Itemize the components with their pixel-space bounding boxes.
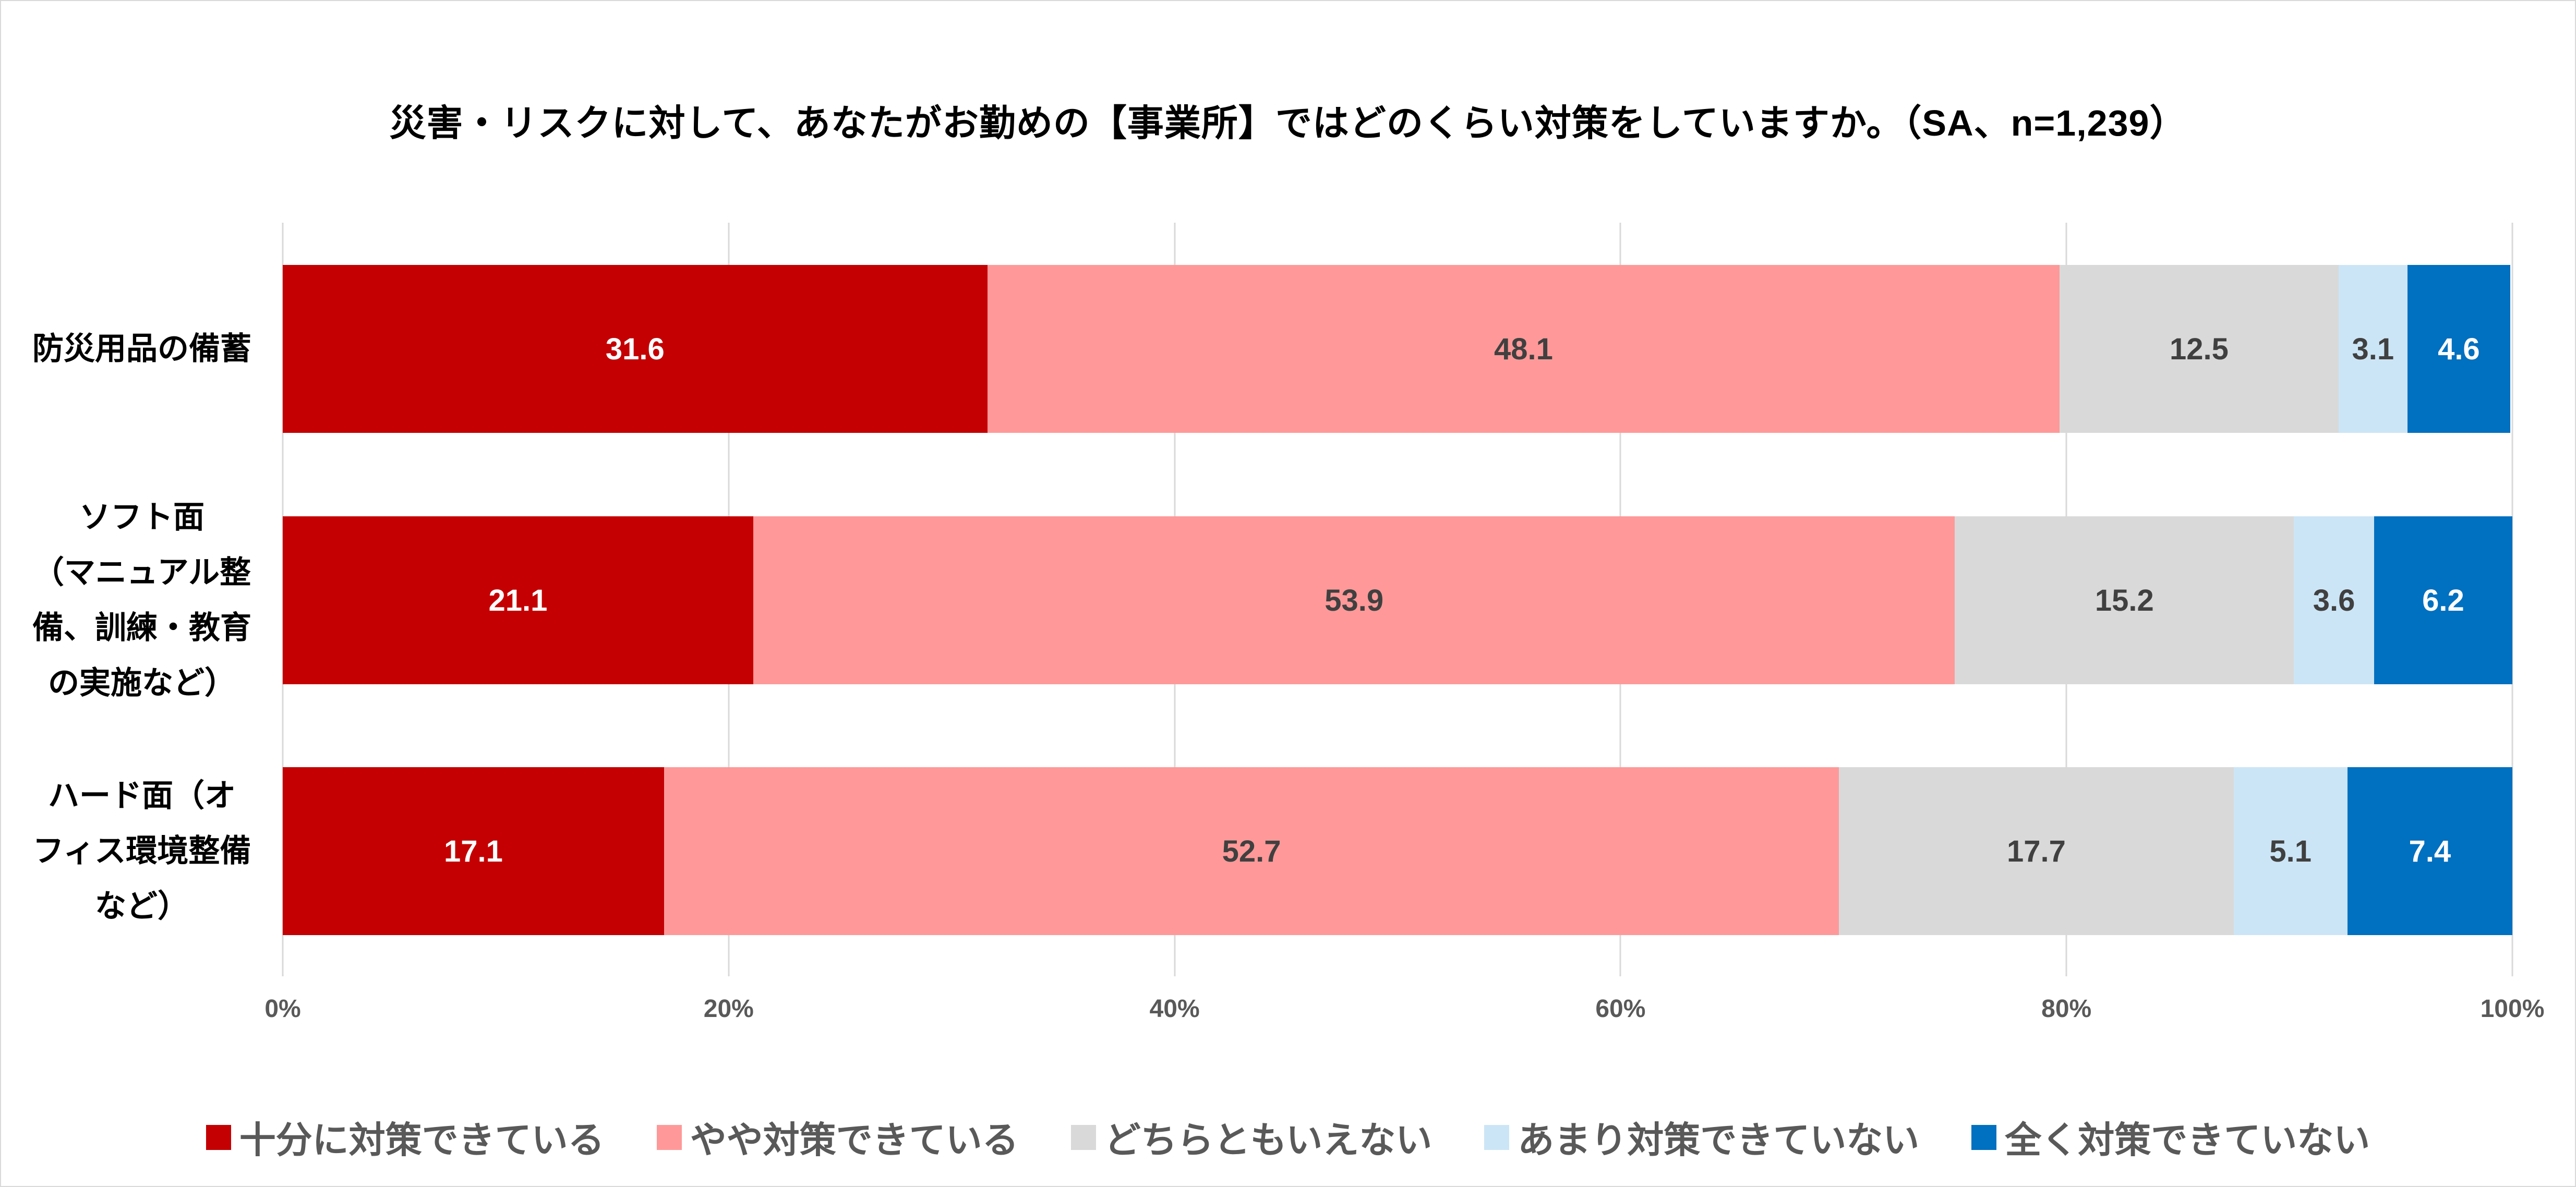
category-label-2: ソフト面 （マニュアル整 備、訓練・教育 の実施など） [32,500,251,700]
bar-segment: 7.4 [2347,767,2512,935]
bar-segment: 21.1 [283,516,753,684]
bar-segment: 4.6 [2408,265,2510,433]
bar-row-2: 21.1 53.9 15.2 3.6 6.2 [283,516,2512,684]
bar-segment: 31.6 [283,265,988,433]
bar-value-label: 3.6 [2313,583,2355,617]
legend: 十分に対策できている やや対策できている どちらともいえない あまり対策できていない 全… [1,1111,2575,1164]
x-axis-tick-label: 20% [703,995,754,1023]
bar-segment: 17.1 [283,767,664,935]
bar-value-label: 4.6 [2438,332,2480,366]
legend-item: やや対策できている [656,1111,1019,1164]
category-label-1: 防災用品の備蓄 [32,331,251,366]
legend-swatch-icon [656,1124,682,1150]
legend-label: どちらともいえない [1104,1120,1433,1160]
bar-value-label: 7.4 [2409,834,2451,868]
bar-segment: 15.2 [1955,516,2294,684]
bar-value-label: 3.1 [2352,332,2394,366]
bar-segment: 53.9 [753,516,1955,684]
gridline-100% [2511,223,2513,976]
x-axis-tick-label: 80% [2041,995,2092,1023]
chart-title: 災害・リスクに対して、あなたがお勤めの【事業所】ではどのくらい対策をしていますか… [389,103,2187,143]
bar-value-label: 15.2 [2094,583,2154,617]
bar-value-label: 17.7 [2007,834,2066,868]
legend-item: どちらともいえない [1070,1111,1433,1164]
bar-value-label: 21.1 [488,583,548,617]
legend-swatch-icon [1070,1124,1096,1150]
bar-value-label: 48.1 [1494,332,1553,366]
category-label-3: ハード面（オ フィス環境整備 など） [32,778,251,924]
bar-value-label: 52.7 [1222,834,1281,868]
legend-item: あまり対策できていない [1484,1111,1919,1164]
bar-value-label: 6.2 [2422,583,2464,617]
bar-segment: 17.7 [1839,767,2234,935]
legend-label: 全く対策できていない [2005,1120,2370,1160]
x-axis-tick-label: 100% [2480,995,2545,1023]
legend-swatch-icon [1971,1124,1997,1150]
legend-label: やや対策できている [690,1120,1019,1160]
bar-value-label: 12.5 [2170,332,2229,366]
bar-value-label: 53.9 [1325,583,1384,617]
legend-item: 全く対策できていない [1971,1111,2370,1164]
legend-item: 十分に対策できている [206,1111,605,1164]
x-axis-tick-label: 60% [1595,995,1646,1023]
bar-segment: 6.2 [2374,516,2512,684]
bar-row-3: 17.1 52.7 17.7 5.1 7.4 [283,767,2512,935]
bar-row-1: 31.6 48.1 12.5 3.1 4.6 [283,265,2512,433]
bar-value-label: 5.1 [2269,834,2312,868]
legend-label: 十分に対策できている [239,1120,605,1160]
plot-area: 31.6 48.1 12.5 3.1 4.6 21.1 53.9 15.2 3.6 6.2 17.1… [282,223,2513,976]
legend-swatch-icon [206,1124,231,1150]
x-axis-tick-label: 40% [1149,995,1200,1023]
bar-segment: 48.1 [987,265,2060,433]
x-axis-tick-label: 0% [264,995,301,1023]
bar-segment: 3.6 [2294,516,2374,684]
bar-value-label: 31.6 [605,332,665,366]
legend-label: あまり対策できていない [1518,1120,1920,1160]
bar-segment: 5.1 [2233,767,2348,935]
bar-segment: 52.7 [664,767,1839,935]
bar-value-label: 17.1 [443,834,503,868]
legend-swatch-icon [1484,1124,1510,1150]
bar-segment: 12.5 [2060,265,2339,433]
bar-segment: 3.1 [2338,265,2408,433]
